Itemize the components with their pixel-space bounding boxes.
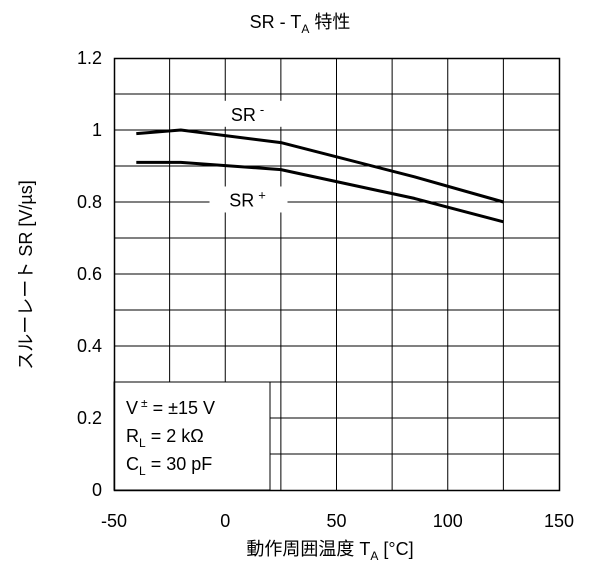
series-line-sr-plus bbox=[136, 160, 504, 224]
x-axis-label: 動作周囲温度 TA [°C] bbox=[246, 539, 413, 563]
condition-load-capacitance: CL = 30 pF bbox=[126, 454, 212, 478]
y-axis-label: スルーレート SR [V/µs] bbox=[16, 180, 36, 369]
x-tick-label: 100 bbox=[433, 511, 463, 531]
x-tick-label: 150 bbox=[544, 511, 574, 531]
y-tick-label: 0.4 bbox=[77, 336, 102, 356]
series-labels: SR - SR + bbox=[209, 100, 288, 213]
condition-load-resistance: RL = 2 kΩ bbox=[126, 426, 204, 450]
y-tick-label: 0.6 bbox=[77, 264, 102, 284]
conditions-box: V ± = ±15 V RL = 2 kΩ CL = 30 pF bbox=[113, 381, 271, 491]
condition-voltage: V ± = ±15 V bbox=[126, 396, 215, 418]
y-tick-label: 0.2 bbox=[77, 408, 102, 428]
grid-lines bbox=[114, 58, 559, 490]
x-tick-label: -50 bbox=[101, 511, 127, 531]
y-tick-label: 1 bbox=[92, 120, 102, 140]
chart-title: SR - TA 特性 bbox=[250, 12, 351, 36]
x-tick-label: 50 bbox=[326, 511, 346, 531]
series-label-text: SR - bbox=[231, 102, 264, 125]
series-line-sr-minus bbox=[136, 128, 504, 204]
y-tick-label: 0.8 bbox=[77, 192, 102, 212]
y-tick-label: 1.2 bbox=[77, 48, 102, 68]
x-tick-labels: -50 0 50 100 150 bbox=[101, 511, 574, 531]
y-tick-label: 0 bbox=[92, 480, 102, 500]
y-tick-labels: 0 0.2 0.4 0.6 0.8 1 1.2 bbox=[77, 48, 102, 500]
plot-frame bbox=[113, 57, 561, 492]
x-tick-label: 0 bbox=[220, 511, 230, 531]
series-label-sr-plus: SR + bbox=[209, 186, 288, 213]
series-label-text: SR + bbox=[229, 187, 266, 210]
series-label-bg bbox=[209, 100, 288, 127]
series-lines bbox=[136, 128, 504, 224]
series-label-sr-minus: SR - bbox=[209, 100, 288, 127]
series-label-bg bbox=[209, 186, 288, 213]
conditions-box-bg bbox=[113, 381, 271, 491]
